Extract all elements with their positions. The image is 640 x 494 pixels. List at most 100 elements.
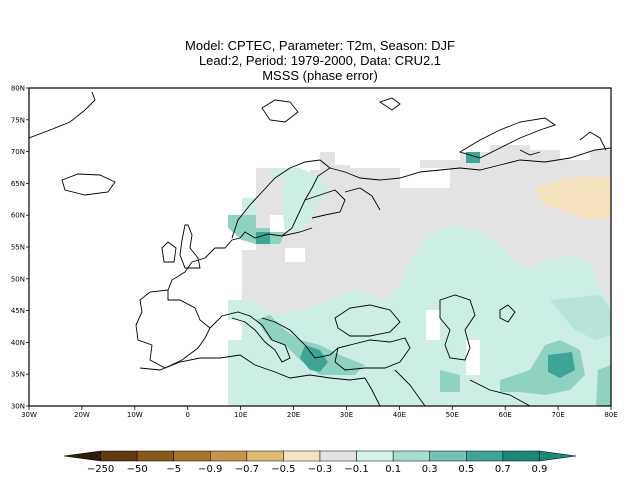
- x-axis: 30W 20W 10W 0 10E 20E 30E 40E 50E 60E 70E 80E: [21, 406, 618, 419]
- colorbar-swatch: [246, 450, 284, 462]
- field-lightteal-nordic: [270, 168, 330, 232]
- field-darkteal-centralasia: [548, 352, 575, 378]
- colorbar-swatch: [136, 450, 174, 462]
- coast-red-sea: [394, 369, 426, 406]
- field-white-4: [285, 248, 305, 262]
- colorbar-label: 0.3: [422, 464, 438, 475]
- colorbar: −250 −50 −5 −0.9 −0.7 −0.5 −0.3 −0.1 0.1 0.3 0.5 0.…: [63, 450, 577, 475]
- colorbar-swatch: [100, 450, 138, 462]
- coast-franz-josef: [378, 97, 401, 111]
- coast-france-germany: [167, 227, 313, 291]
- x-tick-label: 60E: [499, 411, 512, 419]
- coast-aral: [499, 304, 516, 323]
- field-white-6: [466, 340, 480, 375]
- x-tick-label: 20W: [74, 411, 90, 419]
- y-tick-label: 45N: [11, 307, 25, 315]
- coast-scandinavia: [231, 159, 331, 239]
- colorbar-swatch: [392, 450, 430, 462]
- field-midteal-balkans: [256, 315, 365, 375]
- colorbar-swatch: [539, 450, 577, 462]
- colorbar-swatch: [356, 450, 394, 462]
- field-white-5: [426, 310, 440, 340]
- y-tick-label: 70N: [11, 148, 25, 156]
- field-darkteal-gulf: [256, 232, 270, 244]
- colorbar-swatch: [466, 450, 504, 462]
- colorbar-swatch: [502, 450, 540, 462]
- coast-iberia: [135, 289, 211, 369]
- y-tick-label: 35N: [11, 371, 25, 379]
- x-tick-label: 10W: [127, 411, 143, 419]
- colorbar-label: 0.1: [385, 464, 401, 475]
- coast-iceland: [61, 173, 116, 196]
- colorbar-swatch: [283, 450, 321, 462]
- colorbar-label: −0.1: [344, 464, 368, 475]
- field-white-2: [188, 375, 228, 406]
- y-tick-label: 40N: [11, 339, 25, 347]
- x-tick-label: 30E: [340, 411, 353, 419]
- field-white-1: [228, 262, 242, 300]
- y-tick-label: 55N: [11, 244, 25, 252]
- y-tick-label: 75N: [11, 116, 25, 124]
- colorbar-label: −0.5: [271, 464, 295, 475]
- coast-italy: [209, 311, 291, 363]
- field-midteal-caspian: [440, 370, 460, 392]
- field-lightteal-south: [188, 225, 611, 406]
- colorbar-swatch: [319, 450, 357, 462]
- title-line-3: MSSS (phase error): [262, 68, 378, 83]
- title-line-1: Model: CPTEC, Parameter: T2m, Season: DJ…: [185, 38, 455, 53]
- field-white-3: [400, 168, 450, 188]
- field-midteal-east: [596, 365, 611, 406]
- coast-taymyr: [519, 149, 541, 156]
- x-tick-label: 40E: [393, 411, 406, 419]
- coast-arctic: [329, 147, 611, 181]
- coast-yamal: [579, 131, 607, 151]
- x-tick-label: 10E: [234, 411, 247, 419]
- field-layer: [29, 91, 611, 406]
- coast-greenland: [29, 91, 96, 139]
- x-tick-label: 70E: [551, 411, 564, 419]
- x-tick-label: 30W: [21, 411, 37, 419]
- x-tick-label: 50E: [446, 411, 459, 419]
- coast-north-africa: [139, 354, 366, 381]
- field-midteal-baltic: [228, 215, 285, 244]
- coast-blacksea: [334, 304, 401, 337]
- y-tick-label: 80N: [11, 85, 25, 93]
- field-darkteal-aegean: [300, 345, 328, 372]
- coast-balkans: [261, 317, 351, 359]
- coast-svalbard: [261, 99, 299, 123]
- field-midteal-persia: [550, 295, 611, 340]
- colorbar-label: −0.7: [235, 464, 259, 475]
- colorbar-swatch: [173, 450, 211, 462]
- colorbar-label: −5: [166, 464, 181, 475]
- colorbar-swatch: [63, 450, 101, 462]
- coast-ireland: [161, 241, 177, 263]
- x-tick-label: 80E: [604, 411, 617, 419]
- coast-finland: [304, 189, 346, 219]
- title-line-2: Lead:2, Period: 1979-2000, Data: CRU2.1: [198, 53, 442, 68]
- coast-caspian: [439, 294, 476, 361]
- coastlines: [29, 91, 611, 406]
- y-tick-label: 30N: [11, 403, 25, 411]
- coast-white-sea: [344, 187, 381, 211]
- y-tick-label: 50N: [11, 275, 25, 283]
- x-tick-label: 20E: [287, 411, 300, 419]
- coast-persian-gulf: [469, 379, 531, 406]
- coast-novaya-zemlya: [458, 117, 556, 159]
- colorbar-swatch: [210, 450, 248, 462]
- colorbar-swatch: [429, 450, 467, 462]
- coast-middle-east: [364, 377, 381, 406]
- colorbar-label: −50: [127, 464, 148, 475]
- colorbar-label: −250: [87, 464, 114, 475]
- y-tick-label: 60N: [11, 212, 25, 220]
- colorbar-label: −0.3: [308, 464, 332, 475]
- coast-gb: [179, 224, 201, 269]
- colorbar-label: −0.9: [198, 464, 222, 475]
- colorbar-label: 0.7: [495, 464, 511, 475]
- x-tick-label: 0: [185, 411, 189, 419]
- field-beige-siberia: [535, 176, 611, 220]
- y-tick-label: 65N: [11, 180, 25, 188]
- colorbar-label: 0.9: [531, 464, 547, 475]
- coast-turkey: [334, 337, 411, 371]
- y-axis: 30N 35N 40N 45N 50N 55N 60N 65N 70N 75N 80N: [11, 85, 29, 411]
